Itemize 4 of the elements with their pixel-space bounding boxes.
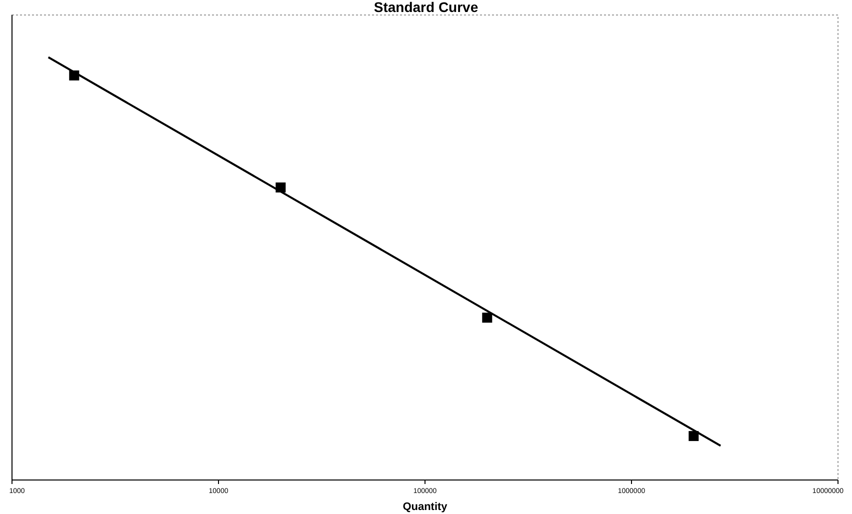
point: [688, 431, 699, 442]
chart-title: Standard Curve: [374, 0, 478, 15]
x-axis-title: Quantity: [402, 501, 448, 513]
point: [482, 312, 492, 323]
